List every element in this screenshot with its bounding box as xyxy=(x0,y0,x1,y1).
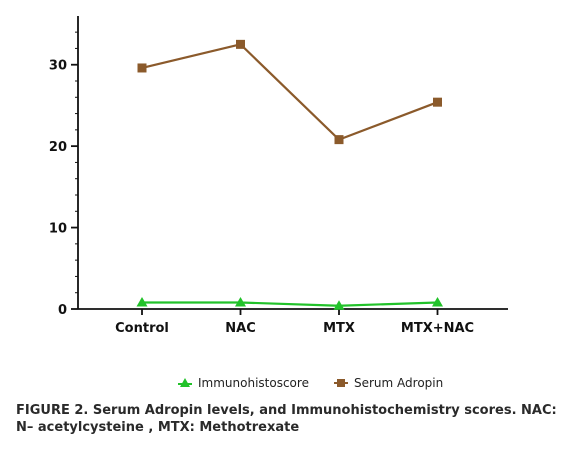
legend: Immunohistoscore Serum Adropin xyxy=(0,376,581,394)
data-point-immunohistoscore xyxy=(235,296,246,307)
series-line-immunohistoscore xyxy=(142,301,438,307)
axes xyxy=(77,16,508,310)
data-point-serum-adropin xyxy=(236,39,245,49)
y-tick-label: 0 xyxy=(58,303,67,318)
x-tick-label: MTX xyxy=(323,321,355,336)
line-chart: 0 10 20 30 Control NAC MTX MTX+NAC xyxy=(49,16,508,336)
series-serum-adropin xyxy=(137,39,442,145)
y-axis-ticks xyxy=(71,31,439,315)
x-tick-label: Control xyxy=(115,321,169,336)
legend-item-serum-adropin: Serum Adropin xyxy=(334,376,443,390)
figure-caption: FIGURE 2. Serum Adropin levels, and Immu… xyxy=(16,403,557,435)
triangle-marker-icon xyxy=(178,378,192,387)
series-line-serum-adropin xyxy=(141,43,438,141)
data-point-serum-adropin xyxy=(334,135,344,145)
data-point-serum-adropin xyxy=(433,97,442,107)
series-immunohistoscore xyxy=(136,296,443,310)
data-point-immunohistoscore xyxy=(333,300,345,310)
legend-label-serum-adropin: Serum Adropin xyxy=(354,376,444,390)
data-point-immunohistoscore xyxy=(136,296,148,307)
legend-item-immunohistoscore: Immunohistoscore xyxy=(178,376,309,390)
legend-label-immunohistoscore: Immunohistoscore xyxy=(198,376,309,390)
y-tick-label: 30 xyxy=(49,59,67,74)
y-tick-label: 10 xyxy=(49,222,67,237)
series-layer xyxy=(136,39,443,310)
y-tick-label: 20 xyxy=(49,140,67,155)
tick-labels: 0 10 20 30 Control NAC MTX MTX+NAC xyxy=(49,59,474,336)
data-point-serum-adropin xyxy=(137,63,147,73)
x-tick-label: MTX+NAC xyxy=(401,321,474,336)
x-tick-label: NAC xyxy=(225,321,255,336)
square-marker-icon xyxy=(334,379,348,387)
data-point-immunohistoscore xyxy=(432,296,443,307)
